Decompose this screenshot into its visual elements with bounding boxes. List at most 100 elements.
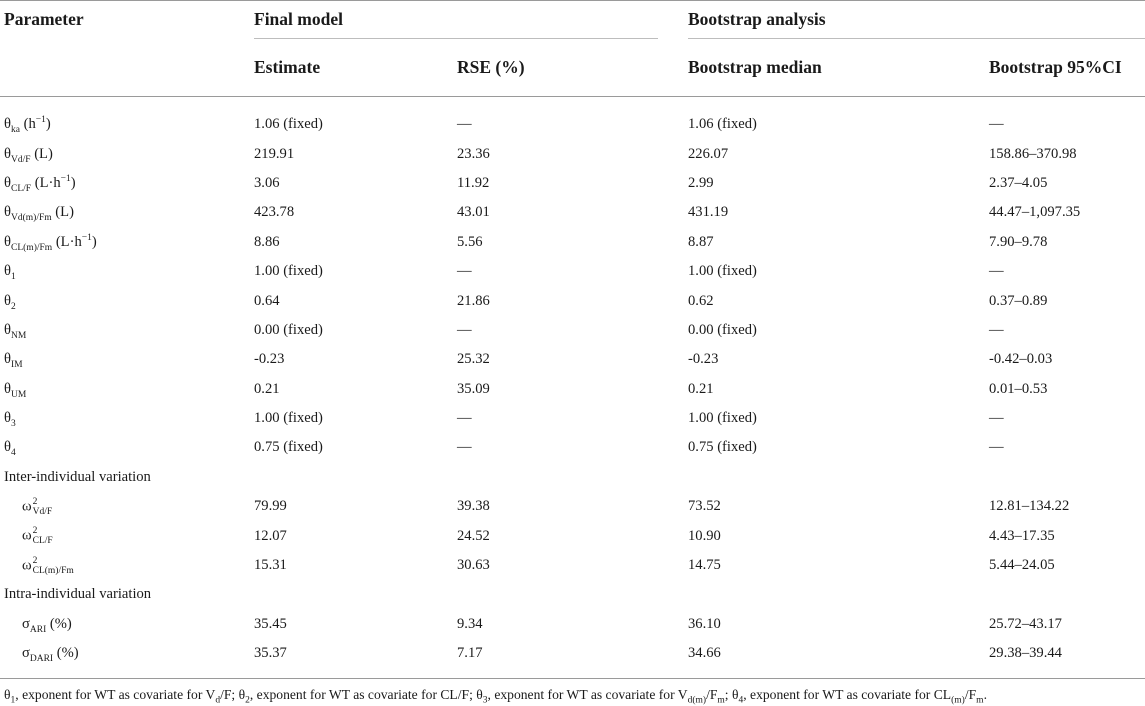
table-row: θUM 0.21 35.09 0.21 0.01–0.53 bbox=[0, 375, 1145, 404]
param-supsub: 2 CL(m)/Fm bbox=[33, 556, 74, 576]
cell-rse: — bbox=[457, 439, 472, 456]
param-sup: 2 bbox=[32, 526, 38, 537]
cell-median: 0.00 (fixed) bbox=[688, 321, 757, 338]
header-rse: RSE (%) bbox=[457, 38, 688, 97]
param-symbol: θ bbox=[4, 204, 11, 221]
cell-ci: — bbox=[989, 410, 1004, 427]
table-row: θ4 0.75 (fixed) —0.75 (fixed) — bbox=[0, 433, 1145, 462]
param-sup: −1 bbox=[81, 232, 92, 243]
cell-median: 1.06 (fixed) bbox=[688, 116, 757, 133]
cell-ci: — bbox=[989, 263, 1004, 280]
param-unit-close: ) bbox=[70, 174, 76, 191]
param-sub: ka bbox=[11, 125, 20, 136]
cell-estimate: 1.06 (fixed) bbox=[254, 116, 323, 133]
fn-text: /F bbox=[706, 687, 718, 703]
param-symbol: θ bbox=[4, 439, 11, 456]
header-row-1: Parameter Final model Bootstrap analysis bbox=[0, 0, 1145, 39]
param-sub: Vd/F bbox=[32, 506, 53, 517]
table-row: θ1 1.00 (fixed) —1.00 (fixed) — bbox=[0, 257, 1145, 286]
fn-sub: d bbox=[215, 695, 221, 706]
header-empty bbox=[0, 38, 254, 97]
param-unit: (L·h bbox=[31, 174, 61, 191]
cell-parameter: θVd/F (L) bbox=[0, 139, 254, 168]
header-bootstrap-median: Bootstrap median bbox=[688, 38, 989, 97]
param-sub: NM bbox=[11, 330, 27, 341]
table-row: σDARI (%) 35.37 7.17 34.66 29.38–39.44 bbox=[0, 639, 1145, 680]
cell-ci: 2.37–4.05 bbox=[989, 174, 1048, 191]
header-final-model-label: Final model bbox=[254, 9, 343, 29]
fn-sub: 4 bbox=[738, 695, 744, 706]
cell-estimate: 8.86 bbox=[254, 233, 280, 250]
param-sub: 2 bbox=[11, 301, 16, 312]
cell-median: 14.75 bbox=[688, 557, 721, 574]
cell-estimate: 219.91 bbox=[254, 145, 295, 162]
cell-parameter: θka (h−1) bbox=[0, 110, 254, 139]
param-supsub: 2 Vd/F bbox=[33, 497, 53, 517]
param-unit-close: ) bbox=[45, 116, 51, 133]
fn-sub: d(m) bbox=[687, 695, 707, 706]
cell-estimate: 35.45 bbox=[254, 615, 287, 632]
param-unit: (%) bbox=[53, 645, 79, 662]
cell-parameter: σARI (%) bbox=[0, 610, 254, 639]
cell-ci: 0.37–0.89 bbox=[989, 292, 1048, 309]
fn-sub: (m) bbox=[951, 695, 965, 706]
fn-text: , exponent for WT as covariate for V bbox=[15, 687, 216, 703]
param-sub: ARI bbox=[29, 624, 47, 635]
cell-estimate: 79.99 bbox=[254, 498, 287, 515]
cell-estimate: 0.00 (fixed) bbox=[254, 321, 323, 338]
header-parameter: Parameter bbox=[0, 0, 254, 38]
cell-parameter: ω 2 CL(m)/Fm bbox=[0, 551, 254, 580]
fn-text: /F bbox=[964, 687, 977, 703]
param-unit: (L) bbox=[51, 204, 74, 221]
cell-ci: 7.90–9.78 bbox=[989, 233, 1048, 250]
cell-rse: 11.92 bbox=[457, 174, 490, 191]
fn-text: , exponent for WT as covariate for V bbox=[487, 687, 688, 703]
cell-median: 0.62 bbox=[688, 292, 714, 309]
cell-rse: 9.34 bbox=[457, 615, 483, 632]
param-unit: (h bbox=[19, 116, 36, 133]
cell-rse: 35.09 bbox=[457, 380, 490, 397]
cell-rse: 5.56 bbox=[457, 233, 483, 250]
table-row: ω 2 CL(m)/Fm 15.31 30.63 14.75 5.44–24.05 bbox=[0, 551, 1145, 580]
param-sup: 2 bbox=[32, 555, 38, 566]
cell-parameter: σDARI (%) bbox=[0, 639, 254, 680]
cell-rse: 39.38 bbox=[457, 498, 490, 515]
param-symbol: θ bbox=[4, 292, 11, 309]
fn-sub: m bbox=[717, 695, 725, 706]
param-unit: (%) bbox=[46, 615, 72, 632]
cell-median: 1.00 (fixed) bbox=[688, 410, 757, 427]
cell-ci: — bbox=[989, 439, 1004, 456]
cell-parameter: θ2 bbox=[0, 286, 254, 315]
header-final-model: Final model bbox=[254, 0, 688, 39]
cell-ci: 29.38–39.44 bbox=[989, 639, 1145, 680]
header-estimate: Estimate bbox=[254, 38, 457, 97]
group-label: Inter-individual variation bbox=[4, 468, 151, 485]
fn-sub: 1 bbox=[10, 695, 16, 706]
group-row: Inter-individual variation bbox=[0, 463, 1145, 492]
param-symbol: ω bbox=[22, 498, 32, 515]
cell-median: 34.66 bbox=[688, 639, 989, 680]
cell-parameter: θVd(m)/Fm (L) bbox=[0, 198, 254, 227]
table-row: θ2 0.64 21.86 0.62 0.37–0.89 bbox=[0, 286, 1145, 315]
cell-median: 0.75 (fixed) bbox=[688, 439, 757, 456]
cell-median: 0.21 bbox=[688, 380, 714, 397]
cell-parameter: θ4 bbox=[0, 433, 254, 462]
param-symbol: θ bbox=[4, 410, 11, 427]
cell-ci: 25.72–43.17 bbox=[989, 615, 1062, 632]
table-row: θNM 0.00 (fixed) —0.00 (fixed) — bbox=[0, 316, 1145, 345]
cell-ci: — bbox=[989, 321, 1004, 338]
param-sub: 1 bbox=[11, 272, 16, 283]
cell-parameter: θCL(m)/Fm (L·h−1) bbox=[0, 228, 254, 257]
fn-sub: 2 bbox=[245, 695, 250, 706]
cell-parameter: θ3 bbox=[0, 404, 254, 433]
cell-estimate: 0.64 bbox=[254, 292, 280, 309]
cell-parameter: θUM bbox=[0, 375, 254, 404]
param-symbol: θ bbox=[4, 145, 11, 162]
cell-median: 2.99 bbox=[688, 174, 714, 191]
param-sub: CL/F bbox=[32, 536, 53, 547]
cell-parameter: θNM bbox=[0, 316, 254, 345]
param-sub: CL(m)/Fm bbox=[11, 242, 53, 253]
cell-ci: 0.01–0.53 bbox=[989, 380, 1048, 397]
cell-parameter: ω 2 CL/F bbox=[0, 521, 254, 550]
